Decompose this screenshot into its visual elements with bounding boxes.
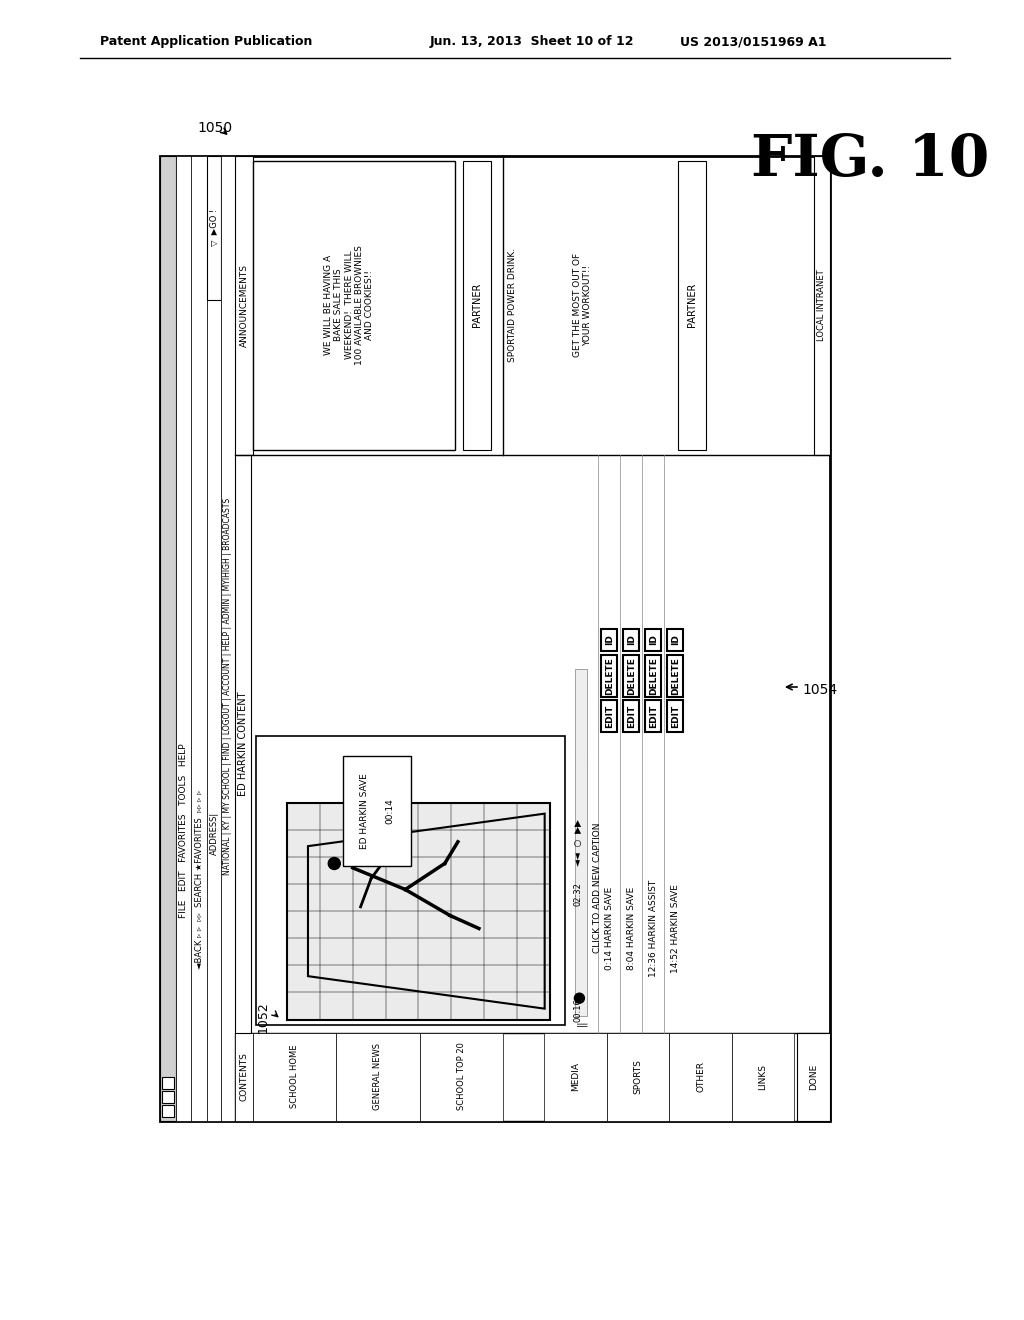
Polygon shape bbox=[191, 156, 207, 1121]
Polygon shape bbox=[798, 1032, 830, 1121]
Text: LOCAL INTRANET: LOCAL INTRANET bbox=[817, 269, 826, 341]
Text: 00:14: 00:14 bbox=[386, 797, 395, 824]
Polygon shape bbox=[668, 655, 683, 697]
Text: ADDRESS|: ADDRESS| bbox=[210, 812, 218, 855]
Text: WE WILL BE HAVING A
BAKE SALE THIS
WEEKEND!  THERE WILL
100 AVAILABLE BROWNIES
A: WE WILL BE HAVING A BAKE SALE THIS WEEKE… bbox=[324, 246, 375, 366]
Text: DELETE: DELETE bbox=[605, 657, 614, 694]
Polygon shape bbox=[234, 1032, 253, 1121]
Text: PARTNER: PARTNER bbox=[687, 282, 697, 327]
Text: ◄◄  ○  ▶▶: ◄◄ ○ ▶▶ bbox=[574, 818, 584, 866]
Polygon shape bbox=[234, 454, 251, 1032]
Text: ANNOUNCEMENTS: ANNOUNCEMENTS bbox=[240, 264, 249, 347]
Text: SPORTAID POWER DRINK.: SPORTAID POWER DRINK. bbox=[508, 248, 517, 362]
Polygon shape bbox=[601, 655, 617, 697]
Text: GET THE MOST OUT OF
YOUR WORKOUT!!: GET THE MOST OUT OF YOUR WORKOUT!! bbox=[573, 253, 593, 358]
Polygon shape bbox=[814, 156, 830, 454]
Polygon shape bbox=[234, 1032, 830, 1121]
Text: 1052: 1052 bbox=[256, 1002, 269, 1034]
Polygon shape bbox=[420, 1032, 503, 1121]
Text: EDIT: EDIT bbox=[627, 705, 636, 727]
Text: ID: ID bbox=[649, 635, 657, 645]
Polygon shape bbox=[645, 655, 662, 697]
Text: FIG. 10: FIG. 10 bbox=[751, 132, 989, 187]
Text: ID: ID bbox=[627, 635, 636, 645]
Polygon shape bbox=[463, 161, 492, 450]
Text: NATIONAL | KY | MY SCHOOL | FIND | LOGOUT | ACCOUNT | HELP | ADMIN | MYIHIGH | B: NATIONAL | KY | MY SCHOOL | FIND | LOGOU… bbox=[223, 498, 232, 875]
Polygon shape bbox=[162, 1090, 174, 1102]
Text: 1054: 1054 bbox=[802, 682, 838, 697]
Text: DONE: DONE bbox=[809, 1064, 818, 1089]
Polygon shape bbox=[607, 1032, 670, 1121]
Polygon shape bbox=[670, 1032, 732, 1121]
Polygon shape bbox=[545, 1032, 607, 1121]
Polygon shape bbox=[336, 1032, 420, 1121]
Text: SPORTS: SPORTS bbox=[634, 1059, 643, 1094]
Text: DELETE: DELETE bbox=[627, 657, 636, 694]
Polygon shape bbox=[256, 735, 565, 1024]
Text: 8:04 HARKIN SAVE: 8:04 HARKIN SAVE bbox=[627, 887, 636, 970]
Polygon shape bbox=[645, 630, 662, 651]
Polygon shape bbox=[162, 1077, 174, 1089]
Text: GENERAL NEWS: GENERAL NEWS bbox=[374, 1043, 382, 1110]
Polygon shape bbox=[176, 156, 191, 1121]
Polygon shape bbox=[624, 700, 639, 733]
Text: DELETE: DELETE bbox=[671, 657, 680, 694]
Text: ED HARKIN SAVE: ED HARKIN SAVE bbox=[359, 772, 369, 849]
Circle shape bbox=[574, 993, 585, 1003]
Polygon shape bbox=[668, 630, 683, 651]
Text: ED HARKIN CONTENT: ED HARKIN CONTENT bbox=[238, 692, 248, 796]
Text: 0:14 HARKIN SAVE: 0:14 HARKIN SAVE bbox=[605, 887, 614, 970]
Text: EDIT: EDIT bbox=[649, 705, 657, 727]
Text: FILE   EDIT   FAVORITES   TOOLS   HELP: FILE EDIT FAVORITES TOOLS HELP bbox=[179, 743, 188, 919]
Text: US 2013/0151969 A1: US 2013/0151969 A1 bbox=[680, 36, 826, 49]
Text: CONTENTS: CONTENTS bbox=[240, 1052, 249, 1101]
Polygon shape bbox=[601, 700, 617, 733]
Polygon shape bbox=[732, 1032, 795, 1121]
Polygon shape bbox=[577, 756, 587, 766]
Polygon shape bbox=[221, 156, 234, 1121]
Text: ▽  ▶GO !: ▽ ▶GO ! bbox=[210, 210, 218, 247]
Polygon shape bbox=[207, 300, 221, 1121]
Text: PARTNER: PARTNER bbox=[472, 282, 482, 327]
Text: Jun. 13, 2013  Sheet 10 of 12: Jun. 13, 2013 Sheet 10 of 12 bbox=[430, 36, 635, 49]
Polygon shape bbox=[287, 803, 550, 1019]
Text: 1050: 1050 bbox=[197, 121, 232, 135]
Text: 12:36 HARKIN ASSIST: 12:36 HARKIN ASSIST bbox=[649, 880, 657, 977]
Polygon shape bbox=[253, 1032, 336, 1121]
Text: 02:32: 02:32 bbox=[573, 882, 583, 907]
Text: DELETE: DELETE bbox=[649, 657, 657, 694]
Text: OTHER: OTHER bbox=[696, 1061, 706, 1092]
Polygon shape bbox=[668, 700, 683, 733]
Polygon shape bbox=[645, 700, 662, 733]
Text: CLICK TO ADD NEW CAPTION: CLICK TO ADD NEW CAPTION bbox=[593, 822, 602, 953]
Polygon shape bbox=[601, 630, 617, 651]
Circle shape bbox=[329, 858, 340, 870]
Polygon shape bbox=[678, 161, 706, 450]
Polygon shape bbox=[343, 756, 411, 866]
Polygon shape bbox=[160, 156, 830, 1121]
Text: Patent Application Publication: Patent Application Publication bbox=[100, 36, 312, 49]
Polygon shape bbox=[624, 655, 639, 697]
Text: LINKS: LINKS bbox=[759, 1064, 768, 1089]
Text: 00:16: 00:16 bbox=[573, 998, 583, 1023]
Text: SCHOOL HOME: SCHOOL HOME bbox=[290, 1044, 299, 1109]
Text: MEDIA: MEDIA bbox=[571, 1063, 581, 1092]
Polygon shape bbox=[253, 161, 455, 450]
Polygon shape bbox=[234, 156, 253, 454]
Polygon shape bbox=[207, 156, 221, 300]
Text: ID: ID bbox=[605, 635, 614, 645]
Polygon shape bbox=[624, 630, 639, 651]
Text: ||: || bbox=[577, 1019, 587, 1026]
Text: EDIT: EDIT bbox=[671, 705, 680, 727]
Text: ID: ID bbox=[671, 635, 680, 645]
Polygon shape bbox=[162, 1105, 174, 1117]
Polygon shape bbox=[575, 669, 588, 1015]
Text: SCHOOL TOP 20: SCHOOL TOP 20 bbox=[457, 1043, 466, 1110]
Text: 14:52 HARKIN SAVE: 14:52 HARKIN SAVE bbox=[671, 884, 680, 973]
Text: ◄BACK ▹ ▹  ▹▹  SEARCH ★FAVORITES  ▹▹ ▹ ▹: ◄BACK ▹ ▹ ▹▹ SEARCH ★FAVORITES ▹▹ ▹ ▹ bbox=[195, 789, 204, 969]
Text: EDIT: EDIT bbox=[605, 705, 614, 727]
Polygon shape bbox=[160, 156, 176, 1121]
